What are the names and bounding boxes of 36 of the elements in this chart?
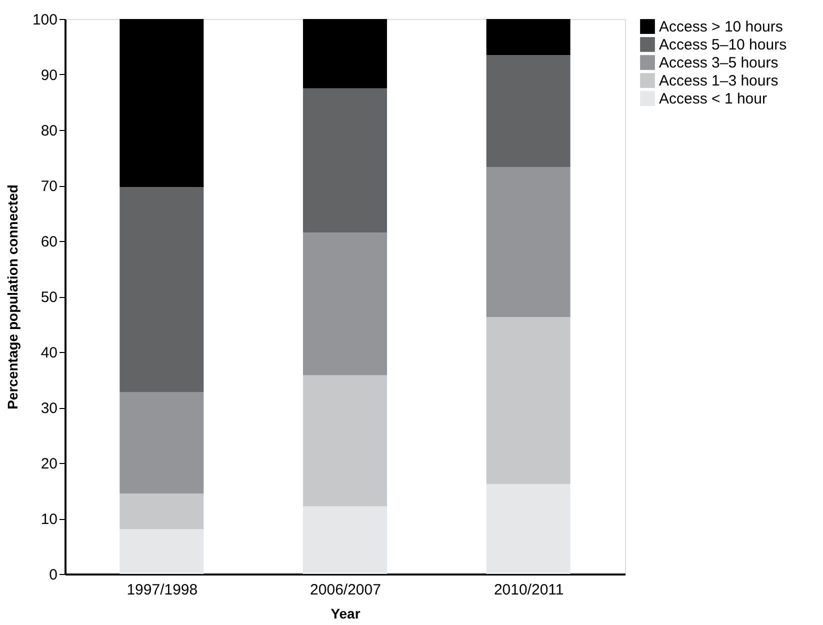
bar (303, 88, 387, 233)
bar (486, 19, 570, 56)
x-axis-title: Year (330, 606, 361, 622)
x-tick-label: 2010/2011 (494, 582, 564, 598)
legend-label: Access 1–3 hours (659, 72, 778, 90)
legend-label: Access > 10 hours (659, 18, 783, 36)
bar (486, 55, 570, 168)
bar (486, 484, 570, 574)
bar (120, 187, 204, 392)
bar (303, 506, 387, 574)
y-tick-label: 50 (40, 289, 58, 306)
legend-label: Access < 1 hour (659, 90, 767, 108)
y-axis-title: Percentage population connected (4, 184, 20, 410)
y-tick-label: 40 (40, 344, 58, 362)
y-tick-label: 60 (40, 234, 58, 250)
bar (120, 19, 204, 188)
bar (486, 167, 570, 318)
bar (486, 317, 570, 484)
bar (303, 375, 387, 506)
y-tick-label: 80 (40, 122, 58, 140)
y-tick-label: 90 (40, 67, 58, 84)
bar (120, 494, 204, 530)
y-tick-label: 10 (40, 511, 58, 528)
bar (303, 232, 387, 376)
y-tick-label: 0 (49, 566, 58, 584)
bar (120, 529, 204, 574)
bar (303, 19, 387, 88)
y-tick-label: 70 (40, 178, 58, 195)
y-tick-label: 30 (40, 400, 58, 417)
legend-label: Access 3–5 hours (659, 54, 778, 72)
x-tick-label: 1997/1998 (126, 582, 198, 598)
legend-label: Access 5–10 hours (659, 36, 787, 54)
y-tick-label: 100 (32, 12, 58, 28)
x-tick-label: 2006/2007 (310, 582, 381, 598)
y-tick-label: 20 (40, 456, 58, 472)
bar (120, 392, 204, 494)
